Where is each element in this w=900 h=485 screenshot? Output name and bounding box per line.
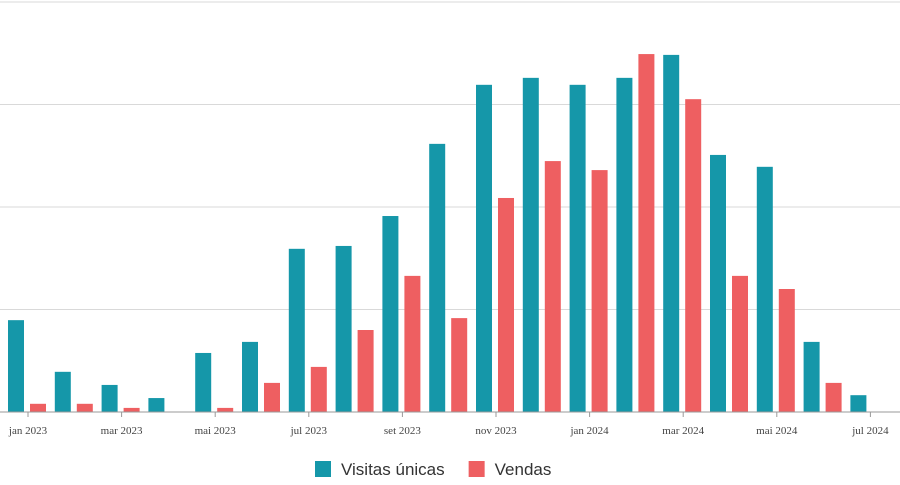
- bar: [76, 403, 93, 412]
- bar: [476, 84, 492, 412]
- x-tick-label: mar 2023: [101, 425, 143, 437]
- x-tick-label: jul 2024: [851, 425, 889, 437]
- bar: [217, 407, 234, 412]
- bar: [498, 197, 514, 412]
- x-tick-label: mai 2024: [756, 425, 798, 437]
- bar: [54, 371, 71, 412]
- bar: [825, 382, 842, 412]
- legend-swatch: [315, 461, 331, 477]
- bar: [591, 170, 608, 412]
- bar: [522, 77, 539, 412]
- x-tick-label: jul 2023: [290, 425, 328, 437]
- bar: [756, 166, 773, 412]
- bar: [195, 352, 212, 412]
- bar: [335, 245, 352, 412]
- bar: [288, 248, 305, 412]
- bar: [242, 341, 258, 412]
- legend-swatch: [468, 461, 485, 477]
- bar: [663, 54, 680, 412]
- x-tick-label: jan 2024: [569, 425, 609, 437]
- bar: [101, 384, 118, 412]
- bar: [732, 275, 748, 412]
- bar: [30, 403, 46, 412]
- legend-label: Visitas únicas: [341, 460, 445, 479]
- bar: [544, 161, 561, 412]
- bar: [123, 407, 140, 412]
- x-tick-label: mai 2023: [195, 425, 237, 437]
- bar: [638, 54, 655, 412]
- x-tick-label: jan 2023: [8, 425, 48, 437]
- bar: [148, 398, 165, 412]
- bar: [382, 216, 399, 412]
- legend-label: Vendas: [495, 460, 552, 479]
- x-tick-label: set 2023: [384, 425, 421, 437]
- bar: [264, 382, 280, 412]
- bar: [778, 289, 795, 412]
- x-tick-label: nov 2023: [475, 425, 517, 437]
- bar: [685, 99, 702, 413]
- bar: [310, 366, 327, 412]
- bar: [451, 318, 468, 412]
- bar: [569, 84, 586, 412]
- bar: [850, 395, 867, 412]
- bar: [710, 154, 726, 412]
- bar: [616, 77, 633, 412]
- x-tick-label: mar 2024: [662, 425, 704, 437]
- bar: [803, 341, 820, 412]
- bar: [404, 275, 421, 412]
- bar: [429, 143, 446, 413]
- bar: [8, 320, 24, 412]
- bar: [357, 330, 374, 412]
